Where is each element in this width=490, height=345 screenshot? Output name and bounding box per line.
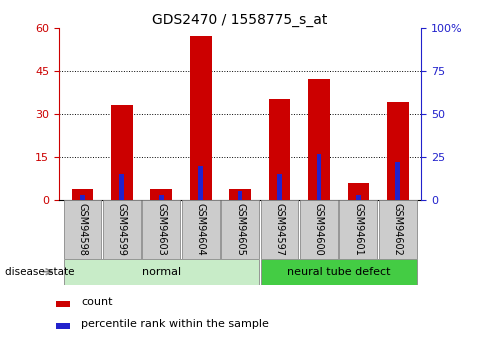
FancyBboxPatch shape — [143, 200, 180, 259]
Bar — [72, 189, 93, 200]
FancyBboxPatch shape — [261, 200, 298, 259]
Bar — [56, 301, 70, 307]
Text: GSM94600: GSM94600 — [314, 203, 324, 256]
Bar — [277, 174, 282, 200]
Bar — [238, 191, 243, 200]
Bar — [198, 166, 203, 200]
FancyBboxPatch shape — [379, 200, 416, 259]
FancyBboxPatch shape — [103, 200, 141, 259]
Bar — [317, 154, 321, 200]
Text: GSM94604: GSM94604 — [196, 203, 206, 256]
Text: normal: normal — [142, 267, 181, 277]
Bar — [159, 195, 164, 200]
Text: GSM94605: GSM94605 — [235, 203, 245, 256]
FancyBboxPatch shape — [221, 200, 259, 259]
FancyBboxPatch shape — [182, 200, 220, 259]
Title: GDS2470 / 1558775_s_at: GDS2470 / 1558775_s_at — [152, 12, 328, 27]
FancyBboxPatch shape — [64, 259, 259, 285]
Bar — [356, 195, 361, 200]
Bar — [229, 189, 251, 200]
Text: GSM94603: GSM94603 — [156, 203, 166, 256]
FancyBboxPatch shape — [300, 200, 338, 259]
Bar — [387, 102, 409, 200]
FancyBboxPatch shape — [261, 259, 416, 285]
Text: GSM94598: GSM94598 — [77, 203, 87, 256]
Text: count: count — [81, 297, 113, 307]
Text: GSM94601: GSM94601 — [353, 203, 364, 256]
Bar — [395, 162, 400, 200]
Bar — [120, 174, 124, 200]
Bar — [347, 183, 369, 200]
FancyBboxPatch shape — [64, 200, 101, 259]
Bar — [111, 105, 133, 200]
FancyBboxPatch shape — [340, 200, 377, 259]
Bar — [56, 323, 70, 329]
Bar — [190, 36, 212, 200]
Text: percentile rank within the sample: percentile rank within the sample — [81, 319, 269, 329]
Text: disease state: disease state — [5, 267, 74, 277]
Bar — [269, 99, 291, 200]
Bar — [150, 189, 172, 200]
Text: GSM94599: GSM94599 — [117, 203, 127, 256]
Text: GSM94602: GSM94602 — [393, 203, 403, 256]
Text: neural tube defect: neural tube defect — [287, 267, 391, 277]
Bar — [308, 79, 330, 200]
Text: GSM94597: GSM94597 — [274, 203, 285, 256]
Bar — [80, 195, 85, 200]
